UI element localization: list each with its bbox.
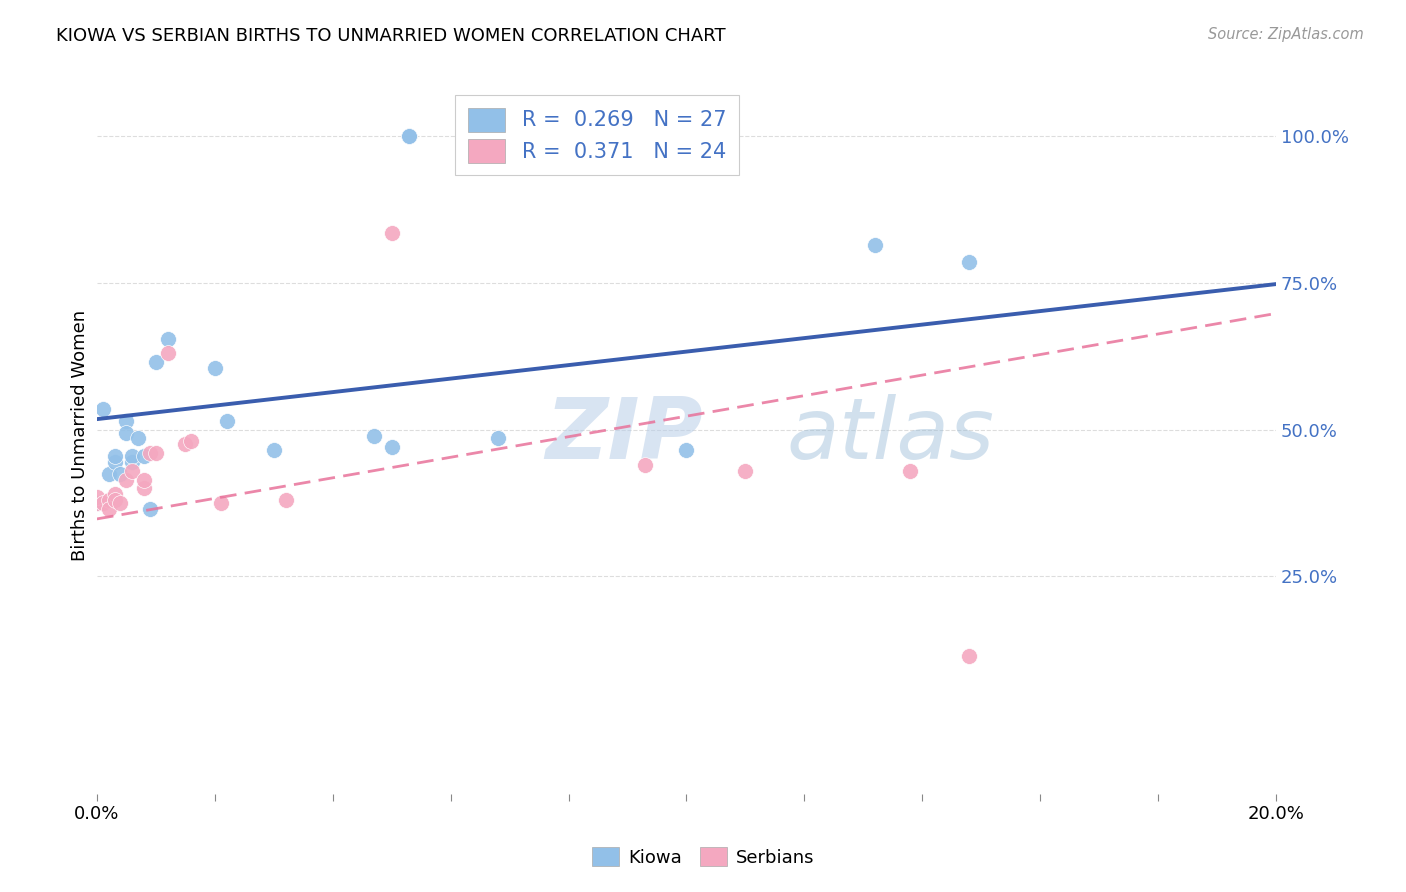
Point: [486, 432, 509, 446]
Legend: R =  0.269   N = 27, R =  0.371   N = 24: R = 0.269 N = 27, R = 0.371 N = 24: [456, 95, 738, 176]
Y-axis label: Births to Unmarried Women: Births to Unmarried Women: [72, 310, 89, 561]
Point: [86, 490, 108, 504]
Point: [115, 473, 138, 487]
Point: [156, 332, 179, 346]
Point: [180, 434, 202, 449]
Point: [104, 493, 127, 508]
Point: [156, 346, 179, 360]
Point: [274, 493, 297, 508]
Text: Source: ZipAtlas.com: Source: ZipAtlas.com: [1208, 27, 1364, 42]
Point: [381, 440, 404, 454]
Legend: Kiowa, Serbians: Kiowa, Serbians: [585, 840, 821, 874]
Point: [91, 402, 114, 417]
Point: [398, 129, 420, 144]
Point: [132, 449, 155, 463]
Point: [145, 446, 167, 460]
Point: [121, 464, 143, 478]
Text: KIOWA VS SERBIAN BIRTHS TO UNMARRIED WOMEN CORRELATION CHART: KIOWA VS SERBIAN BIRTHS TO UNMARRIED WOM…: [56, 27, 725, 45]
Text: atlas: atlas: [786, 394, 994, 477]
Point: [174, 437, 197, 451]
Point: [398, 129, 420, 144]
Point: [97, 502, 120, 516]
Point: [115, 414, 138, 428]
Point: [86, 496, 108, 510]
Point: [215, 414, 238, 428]
Point: [900, 464, 922, 478]
Point: [734, 464, 756, 478]
Point: [634, 458, 657, 472]
Point: [127, 432, 149, 446]
Point: [263, 443, 285, 458]
Point: [498, 129, 520, 144]
Point: [145, 355, 167, 369]
Point: [86, 496, 108, 510]
Point: [110, 496, 132, 510]
Point: [132, 482, 155, 496]
Point: [104, 487, 127, 501]
Point: [110, 467, 132, 481]
Point: [957, 255, 980, 269]
Point: [957, 648, 980, 663]
Point: [209, 496, 232, 510]
Point: [381, 226, 404, 240]
Text: ZIP: ZIP: [546, 394, 703, 477]
Point: [121, 455, 143, 469]
Point: [363, 428, 385, 442]
Point: [204, 361, 226, 376]
Point: [104, 455, 127, 469]
Point: [115, 425, 138, 440]
Point: [91, 496, 114, 510]
Point: [139, 502, 162, 516]
Point: [139, 446, 162, 460]
Point: [132, 473, 155, 487]
Point: [121, 449, 143, 463]
Point: [97, 493, 120, 508]
Point: [675, 443, 697, 458]
Point: [863, 237, 886, 252]
Point: [104, 449, 127, 463]
Point: [97, 467, 120, 481]
